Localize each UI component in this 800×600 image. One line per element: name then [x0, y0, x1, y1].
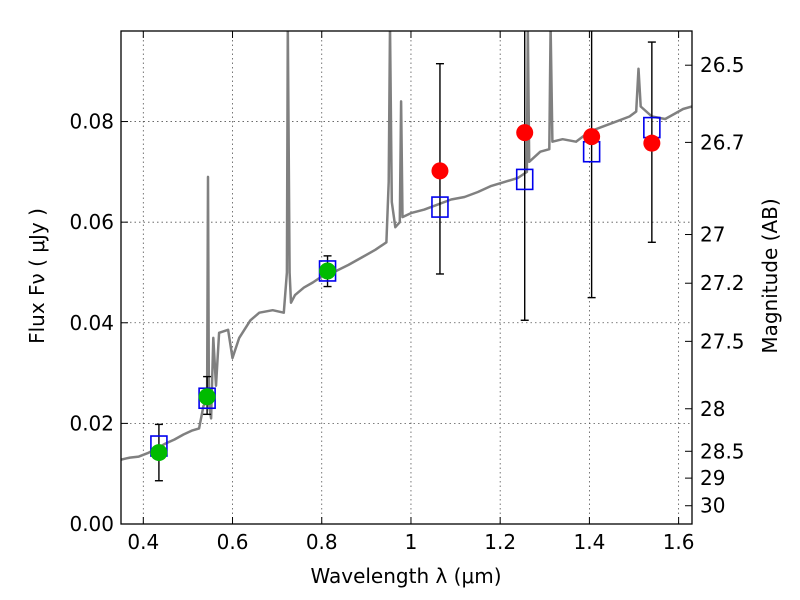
red-point: [583, 128, 601, 146]
red-point: [516, 124, 534, 142]
x-tick-label: 1.2: [484, 530, 516, 554]
magnitude-tick-label: 26.5: [700, 53, 745, 77]
detection-point: [198, 388, 216, 406]
errorbars-layer: [154, 31, 656, 482]
x-tick-label: 1: [405, 530, 418, 554]
magnitude-tick-label: 27.5: [700, 329, 745, 353]
tick-labels-layer: 0.4 0.6 0.8 1 1.2 1.4 1.6 0.00 0.02 0.04 0.06 0.08 2…: [69, 53, 744, 554]
detection-point: [319, 262, 337, 280]
model-sed-layer: [121, 31, 692, 461]
magnitude-tick-label: 29: [700, 466, 725, 490]
x-tick-label: 0.6: [217, 530, 249, 554]
plot-frame: [120, 30, 693, 525]
x-tick-label: 1.4: [573, 530, 605, 554]
red-point: [643, 134, 661, 152]
markers-layer: [150, 116, 661, 462]
magnitude-tick-label: 26.7: [700, 130, 745, 154]
y-tick-label: 0.08: [69, 110, 114, 134]
magnitude-tick-label: 27: [700, 223, 725, 247]
x-tick-label: 0.4: [127, 530, 159, 554]
x-tick-label: 0.8: [306, 530, 338, 554]
y-tick-label: 0.06: [69, 210, 114, 234]
x-tick-label: 1.6: [663, 530, 695, 554]
y-tick-label: 0.02: [69, 411, 114, 435]
detection-point: [150, 444, 168, 462]
ticks-layer: [121, 31, 692, 525]
x-axis-title: Wavelength λ (μm): [310, 564, 501, 588]
model-photometry-square: [431, 196, 449, 218]
magnitude-tick-label: 28.5: [700, 439, 745, 463]
magnitude-tick-label: 30: [700, 494, 725, 518]
y-axis-title: Flux Fν ( μJy ): [25, 208, 49, 344]
y-tick-label: 0.04: [69, 311, 114, 335]
y-tick-label: 0.00: [69, 512, 114, 536]
model-sed-line: [121, 31, 692, 461]
grid-lines: [121, 31, 692, 525]
magnitude-tick-label: 27.2: [700, 271, 745, 295]
right-axis-title: Magnitude (AB): [758, 198, 782, 353]
magnitude-tick-label: 28: [700, 397, 725, 421]
red-point: [431, 162, 449, 180]
model-photometry-square: [515, 168, 534, 191]
